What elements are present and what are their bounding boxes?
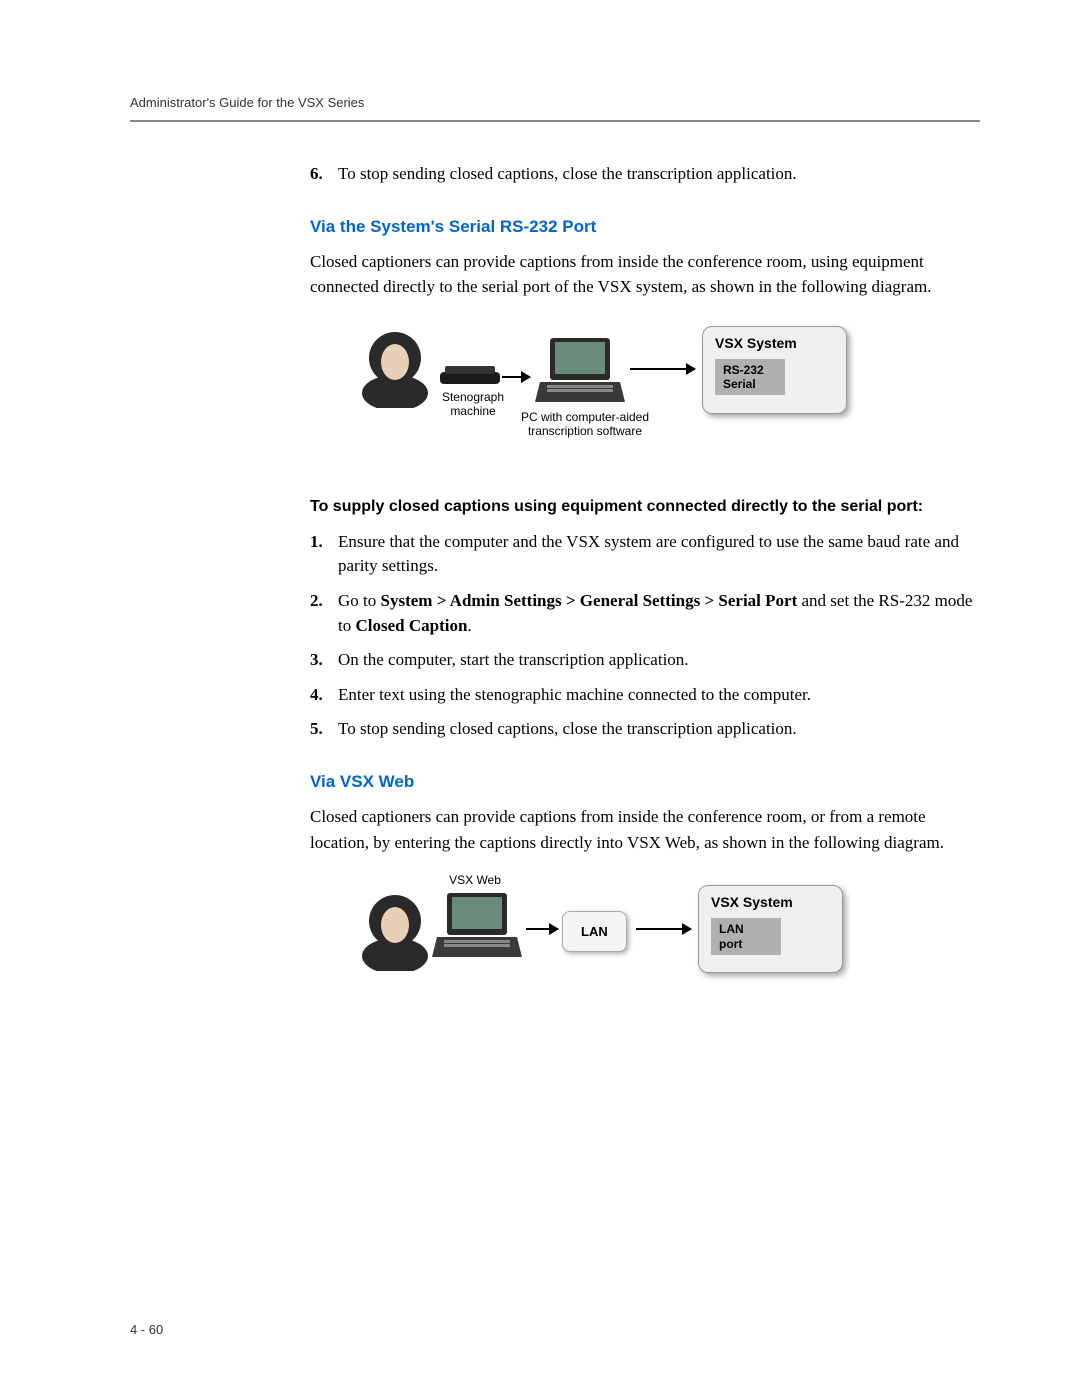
step-number: 1.	[310, 530, 338, 579]
procedure-list: 1. Ensure that the computer and the VSX …	[310, 530, 980, 742]
step-number: 3.	[310, 648, 338, 673]
step-number: 2.	[310, 589, 338, 638]
step-1: 1. Ensure that the computer and the VSX …	[310, 530, 980, 579]
laptop-icon	[535, 336, 625, 406]
person-icon	[360, 328, 430, 408]
step-text: Enter text using the stenographic machin…	[338, 683, 980, 708]
step-text: To stop sending closed captions, close t…	[338, 162, 980, 187]
laptop-icon	[432, 891, 522, 961]
heading-vsxweb: Via VSX Web	[310, 772, 980, 792]
port-box: LAN port	[711, 918, 781, 955]
port-box: RS-232 Serial	[715, 359, 785, 396]
page-footer: 4 - 60	[130, 1322, 163, 1337]
step-6: 6. To stop sending closed captions, clos…	[310, 162, 980, 187]
arrow-icon	[526, 928, 558, 930]
vsx-title: VSX System	[715, 335, 834, 351]
vsx-system-box: VSX System RS-232 Serial	[702, 326, 847, 414]
arrow-icon	[636, 928, 691, 930]
step-3: 3. On the computer, start the transcript…	[310, 648, 980, 673]
step-number: 4.	[310, 683, 338, 708]
step-2: 2. Go to System > Admin Settings > Gener…	[310, 589, 980, 638]
lan-box: LAN	[562, 911, 627, 952]
stenograph-icon	[440, 366, 500, 388]
step-text: To stop sending closed captions, close t…	[338, 717, 980, 742]
step-number: 6.	[310, 162, 338, 187]
vsx-system-box: VSX System LAN port	[698, 885, 843, 973]
arrow-icon	[630, 368, 695, 370]
heading-rs232: Via the System's Serial RS-232 Port	[310, 217, 980, 237]
step-5: 5. To stop sending closed captions, clos…	[310, 717, 980, 742]
page-header: Administrator's Guide for the VSX Series	[130, 95, 980, 122]
step-text: On the computer, start the transcription…	[338, 648, 980, 673]
step-text: Ensure that the computer and the VSX sys…	[338, 530, 980, 579]
step-4: 4. Enter text using the stenographic mac…	[310, 683, 980, 708]
step-number: 5.	[310, 717, 338, 742]
diagram-rs232: Stenograph machine PC with computer-aide…	[340, 318, 980, 468]
diagram-vsxweb: VSX Web LAN VSX System LAN port	[340, 873, 980, 1003]
procedure-intro: To supply closed captions using equipmen…	[310, 498, 980, 516]
stenograph-label: Stenograph machine	[438, 390, 508, 418]
vsxweb-label: VSX Web	[440, 873, 510, 887]
para-vsxweb: Closed captioners can provide captions f…	[310, 804, 980, 855]
pc-label: PC with computer-aided transcription sof…	[515, 410, 655, 438]
arrow-icon	[502, 376, 530, 378]
person-icon	[360, 891, 430, 971]
lan-label: LAN	[581, 924, 608, 939]
step-text: Go to System > Admin Settings > General …	[338, 589, 980, 638]
vsx-title: VSX System	[711, 894, 830, 910]
para-rs232: Closed captioners can provide captions f…	[310, 249, 980, 300]
